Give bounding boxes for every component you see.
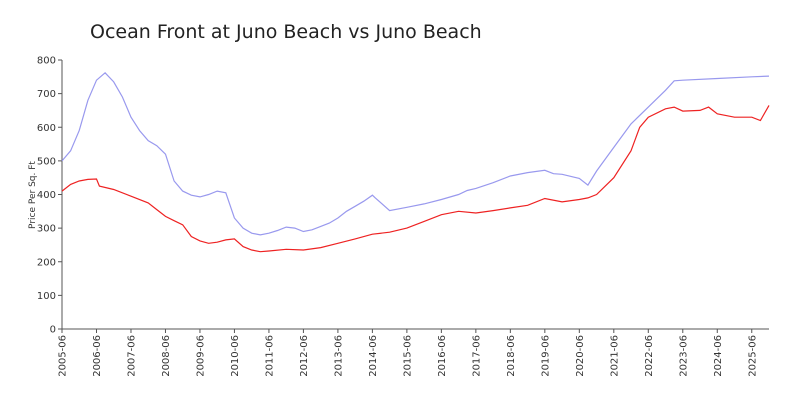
x-tick-label: 2013-06 <box>333 335 344 377</box>
series-line <box>61 105 770 253</box>
x-tick-label: 2022-06 <box>644 335 655 377</box>
x-tick-label: 2018-06 <box>506 335 517 377</box>
x-tick-label: 2008-06 <box>161 335 172 377</box>
y-tick-label: 500 <box>37 156 56 167</box>
x-tick-label: 2005-06 <box>58 335 69 377</box>
x-tick-label: 2014-06 <box>368 335 379 377</box>
x-tick-label: 2011-06 <box>264 335 275 377</box>
y-axis-label: Price Per Sq. Ft <box>28 161 38 229</box>
x-tick-label: 2009-06 <box>195 335 206 377</box>
y-tick-label: 100 <box>37 291 56 302</box>
y-tick-label: 200 <box>37 257 56 268</box>
x-tick-label: 2024-06 <box>713 335 724 377</box>
x-tick-label: 2006-06 <box>92 335 103 377</box>
x-tick-label: 2007-06 <box>126 335 137 377</box>
x-tick-label: 2020-06 <box>575 335 586 377</box>
x-tick-label: 2017-06 <box>471 335 482 377</box>
x-tick-label: 2023-06 <box>678 335 689 377</box>
x-tick-label: 2021-06 <box>609 335 620 377</box>
y-tick-label: 800 <box>37 56 56 67</box>
y-tick-label: 0 <box>50 325 56 336</box>
x-tick-label: 2025-06 <box>747 335 758 377</box>
y-tick-label: 600 <box>37 123 56 134</box>
x-tick-label: 2019-06 <box>540 335 551 377</box>
series-line <box>61 71 770 236</box>
y-tick-label: 700 <box>37 89 56 100</box>
y-tick-label: 400 <box>37 190 56 201</box>
x-tick-label: 2016-06 <box>437 335 448 377</box>
x-tick-label: 2010-06 <box>230 335 241 377</box>
y-tick-label: 300 <box>37 224 56 235</box>
x-tick-label: 2015-06 <box>402 335 413 377</box>
x-tick-label: 2012-06 <box>299 335 310 377</box>
chart-title: Ocean Front at Juno Beach vs Juno Beach <box>90 21 482 43</box>
